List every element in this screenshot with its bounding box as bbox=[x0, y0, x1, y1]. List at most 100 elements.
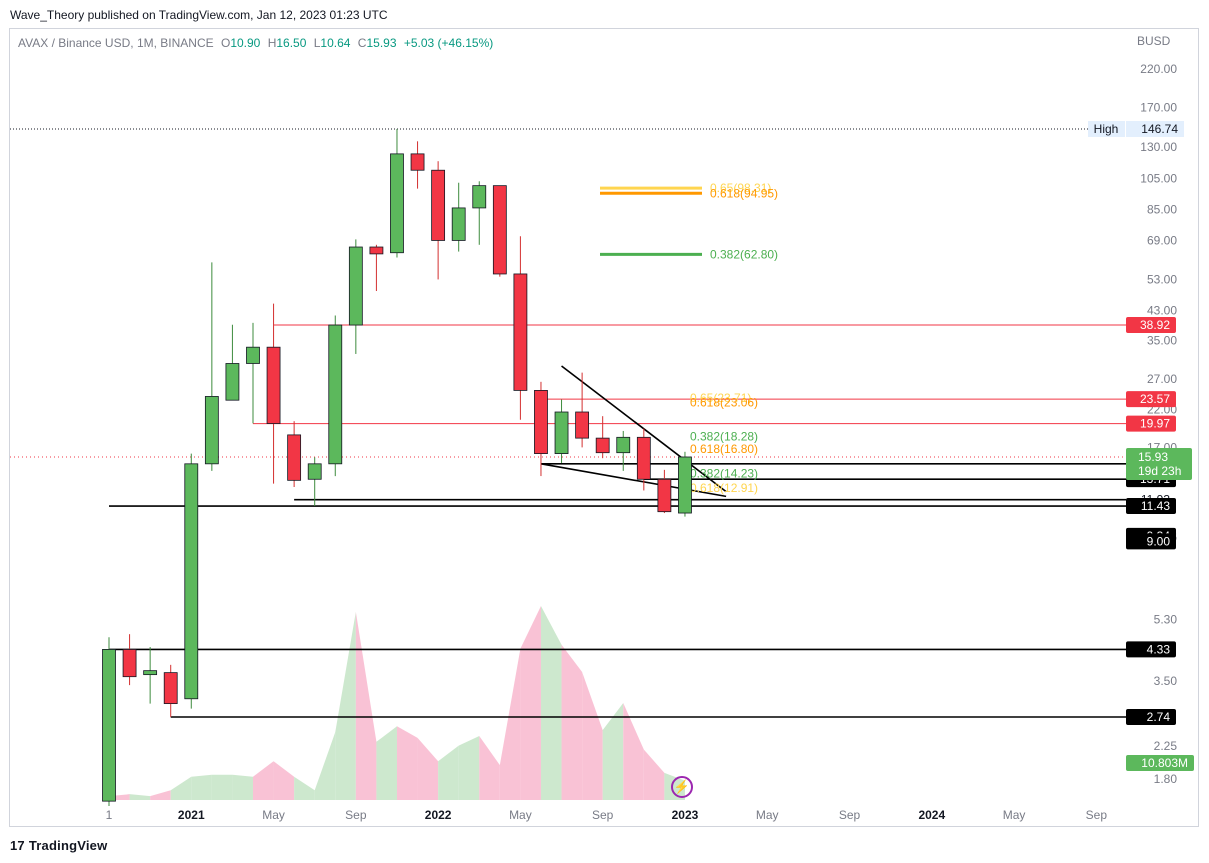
price-label: 11.43 bbox=[1141, 499, 1170, 513]
x-tick-label: 2021 bbox=[178, 808, 205, 822]
x-tick-label: 2022 bbox=[425, 808, 452, 822]
volume-area-segment bbox=[417, 737, 439, 800]
volume-area-segment bbox=[252, 761, 274, 800]
last-price-value: 15.93 bbox=[1138, 450, 1168, 464]
price-label-box bbox=[1126, 641, 1176, 658]
price-label-box bbox=[1126, 533, 1176, 550]
x-tick-label: Sep bbox=[1086, 808, 1108, 822]
publisher-caption: Wave_Theory published on TradingView.com… bbox=[10, 8, 388, 22]
y-tick-label: 27.00 bbox=[1147, 372, 1177, 386]
lightning-icon[interactable]: ⚡ bbox=[671, 776, 693, 798]
fib-level-label: 0.65(98.31) bbox=[710, 181, 771, 195]
open-label: O bbox=[220, 36, 231, 50]
high-value-label: 146.74 bbox=[1141, 122, 1178, 136]
volume-area-segment bbox=[643, 749, 665, 800]
candle-body bbox=[246, 346, 260, 364]
low-label: L bbox=[313, 36, 321, 50]
candle-body bbox=[451, 207, 466, 241]
candle-body bbox=[636, 436, 651, 480]
price-label: 38.92 bbox=[1140, 318, 1170, 332]
change-value: +5.03 (+46.15%) bbox=[403, 36, 494, 50]
y-tick-label: 105.00 bbox=[1140, 171, 1177, 185]
candle-body bbox=[225, 363, 240, 401]
fib-level-label: 0.618(94.95) bbox=[710, 186, 778, 200]
currency-label[interactable]: BUSD bbox=[1137, 34, 1171, 48]
low-value: 10.64 bbox=[320, 36, 351, 50]
volume-area-segment bbox=[602, 703, 624, 800]
y-tick-label: 130.00 bbox=[1140, 140, 1177, 154]
brand-name: TradingView bbox=[28, 838, 108, 853]
price-label-box bbox=[1126, 391, 1176, 408]
candle-body bbox=[390, 153, 404, 254]
y-tick-label: 5.30 bbox=[1154, 613, 1178, 627]
x-tick-label: May bbox=[509, 808, 532, 822]
candle-body bbox=[122, 649, 137, 678]
tradingview-logo: 17 bbox=[10, 838, 25, 853]
volume-area-segment bbox=[314, 732, 336, 800]
footer-brand[interactable]: 17 TradingView bbox=[10, 838, 107, 853]
fib-level-label: 0.618(12.91) bbox=[690, 481, 758, 495]
y-tick-label: 220.00 bbox=[1140, 62, 1177, 76]
high-marker-box bbox=[1088, 121, 1125, 137]
price-label: 9.00 bbox=[1147, 534, 1171, 548]
price-label: 2.74 bbox=[1147, 710, 1171, 724]
volume-area-segment bbox=[540, 606, 562, 800]
candle-body bbox=[348, 246, 363, 326]
x-tick-label: Sep bbox=[839, 808, 861, 822]
candle-body bbox=[266, 346, 281, 425]
volume-area-segment bbox=[335, 611, 356, 800]
volume-area-segment bbox=[294, 776, 315, 800]
x-tick-label: May bbox=[756, 808, 779, 822]
fib-level-label: 0.618(23.06) bbox=[690, 395, 758, 409]
volume-label: 10.803M bbox=[1141, 756, 1188, 770]
y-tick-label: 85.00 bbox=[1147, 203, 1177, 217]
candle-body bbox=[431, 169, 446, 241]
candle-body bbox=[534, 390, 548, 454]
wedge-trendline bbox=[540, 463, 727, 498]
candle-body bbox=[513, 273, 528, 391]
candle-body bbox=[492, 185, 507, 275]
volume-area-segment bbox=[191, 774, 212, 800]
x-tick-label: 1 bbox=[106, 808, 113, 822]
candle-body bbox=[678, 456, 692, 514]
close-label: C bbox=[357, 36, 367, 50]
x-tick-label: May bbox=[1003, 808, 1026, 822]
fib-level-label: 0.382(18.28) bbox=[690, 430, 758, 444]
candle-body bbox=[163, 672, 178, 705]
candle-body bbox=[575, 411, 590, 439]
price-label-box bbox=[1126, 498, 1176, 515]
volume-area-segment bbox=[232, 774, 253, 800]
y-tick-label: 53.00 bbox=[1147, 272, 1177, 286]
fib-level-label: 0.382(14.23) bbox=[690, 467, 758, 481]
volume-area-segment bbox=[376, 726, 397, 800]
volume-area-segment bbox=[273, 761, 295, 800]
x-tick-label: May bbox=[262, 808, 285, 822]
price-label-box bbox=[1126, 415, 1176, 432]
candle-body bbox=[554, 411, 569, 454]
y-tick-label: 1.80 bbox=[1154, 772, 1178, 786]
price-label-box bbox=[1126, 317, 1176, 334]
volume-area-segment bbox=[396, 726, 418, 800]
y-tick-label: 35.00 bbox=[1147, 334, 1177, 348]
x-tick-label: 2023 bbox=[672, 808, 699, 822]
last-price-countdown: 19d 23h bbox=[1138, 464, 1181, 478]
volume-area-segment bbox=[355, 611, 377, 800]
symbol-name[interactable]: AVAX / Binance USD, 1M, BINANCE bbox=[18, 36, 214, 50]
volume-area-segment bbox=[561, 644, 583, 800]
candle-body bbox=[287, 434, 302, 481]
x-tick-label: Sep bbox=[345, 808, 367, 822]
volume-area-segment bbox=[150, 790, 171, 800]
close-value: 15.93 bbox=[366, 36, 397, 50]
volume-area-segment bbox=[479, 735, 500, 800]
volume-area-segment bbox=[458, 735, 480, 800]
x-tick-label: 2024 bbox=[918, 808, 945, 822]
candle-body bbox=[369, 246, 384, 255]
volume-area-segment bbox=[582, 671, 603, 800]
high-label: H bbox=[267, 36, 277, 50]
volume-area-segment bbox=[520, 606, 541, 800]
open-value: 10.90 bbox=[230, 36, 261, 50]
volume-area-segment bbox=[499, 648, 521, 800]
y-tick-label: 69.00 bbox=[1147, 233, 1177, 247]
price-label: 4.33 bbox=[1147, 642, 1171, 656]
